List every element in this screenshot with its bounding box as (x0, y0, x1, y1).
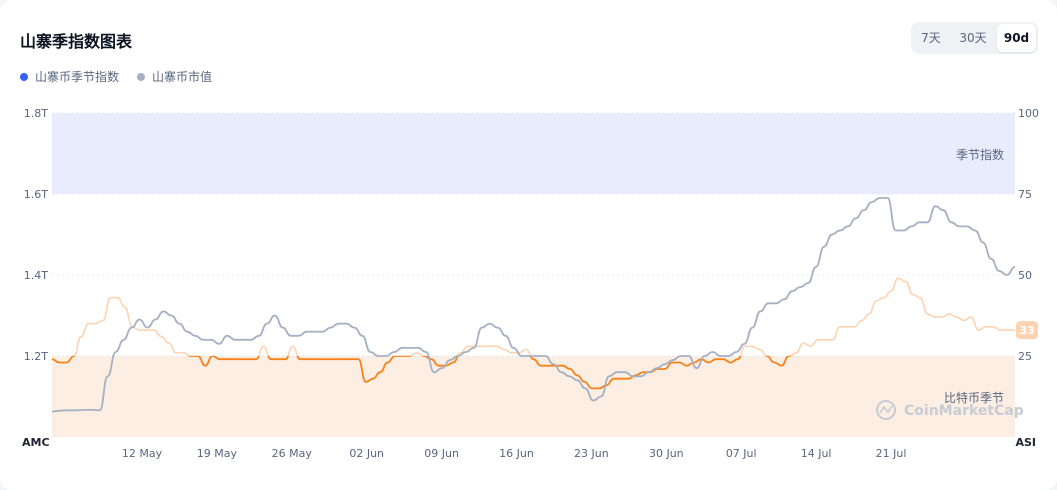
x-tick-label: 09 Jun (424, 447, 459, 460)
range-90d-button[interactable]: 90d (997, 24, 1036, 52)
cmc-logo-icon (876, 400, 896, 420)
watermark: CoinMarketCap (876, 400, 1024, 420)
legend-label-season-index: 山寨币季节指数 (35, 70, 120, 84)
x-tick-label: 12 May (122, 447, 163, 460)
x-tick-label: 21 Jul (876, 447, 907, 460)
time-range-toggle[interactable]: 7天 30天 90d (911, 22, 1038, 54)
legend-label-market-cap: 山寨币市值 (152, 70, 213, 84)
watermark-text: CoinMarketCap (904, 403, 1024, 419)
series-line-season-index-upper (71, 277, 1015, 356)
legend-item-season-index[interactable]: 山寨币季节指数 (20, 68, 119, 85)
x-axis-ticks: 12 May 19 May 26 May 02 Jun 09 Jun 16 Jun 23 J… (122, 447, 907, 460)
x-tick-label: 19 May (197, 447, 238, 460)
left-axis-label: AMC (22, 436, 50, 449)
right-axis-label: ASI (1015, 436, 1036, 449)
x-tick-label: 14 Jul (801, 447, 832, 460)
season-zones (52, 113, 1015, 437)
current-value-badge: 33 (1016, 321, 1038, 340)
series-lines (51, 197, 1016, 413)
y-right-tick-label: 100 (1018, 107, 1039, 120)
y-right-tick-label: 75 (1018, 188, 1032, 201)
y-left-tick-label: 1.4T (24, 269, 48, 282)
zone-label-altcoin-season: 季节指数 (956, 147, 1004, 162)
y-left-tick-label: 1.2T (24, 350, 48, 363)
chart-legend: 山寨币季节指数 山寨币市值 (20, 68, 230, 85)
legend-dot-market-cap (137, 72, 146, 81)
x-tick-label: 07 Jul (726, 447, 757, 460)
y-right-tick-label: 50 (1018, 269, 1032, 282)
legend-dot-season-index (20, 72, 28, 81)
series-line-market-cap (51, 197, 1016, 413)
y-right-ticks: 25 50 75 100 (1018, 107, 1039, 363)
x-tick-label: 16 Jun (499, 447, 534, 460)
x-tick-label: 26 May (272, 447, 313, 460)
zone-label-bitcoin-season: 比特币季节 (944, 390, 1004, 405)
y-left-tick-label: 1.6T (24, 188, 48, 201)
zone-band-1 (52, 356, 1015, 437)
zone-band-0 (52, 113, 1015, 194)
y-left-tick-label: 1.8T (24, 107, 48, 120)
cmc-logo-mark-icon (879, 405, 893, 414)
badge-value: 33 (1019, 324, 1034, 337)
series-line-season-index (51, 356, 792, 390)
x-tick-label: 02 Jun (349, 447, 384, 460)
legend-item-market-cap[interactable]: 山寨币市值 (137, 68, 212, 85)
badge-bg (1016, 321, 1038, 340)
x-tick-label: 23 Jun (574, 447, 609, 460)
range-7d-button[interactable]: 7天 (921, 31, 941, 45)
range-30d-button[interactable]: 30天 (959, 31, 987, 45)
x-tick-label: 30 Jun (649, 447, 684, 460)
chart-title: 山寨季指数图表 (20, 32, 133, 51)
y-left-ticks: 1.2T 1.4T 1.6T 1.8T (24, 107, 48, 363)
y-right-tick-label: 25 (1018, 350, 1032, 363)
